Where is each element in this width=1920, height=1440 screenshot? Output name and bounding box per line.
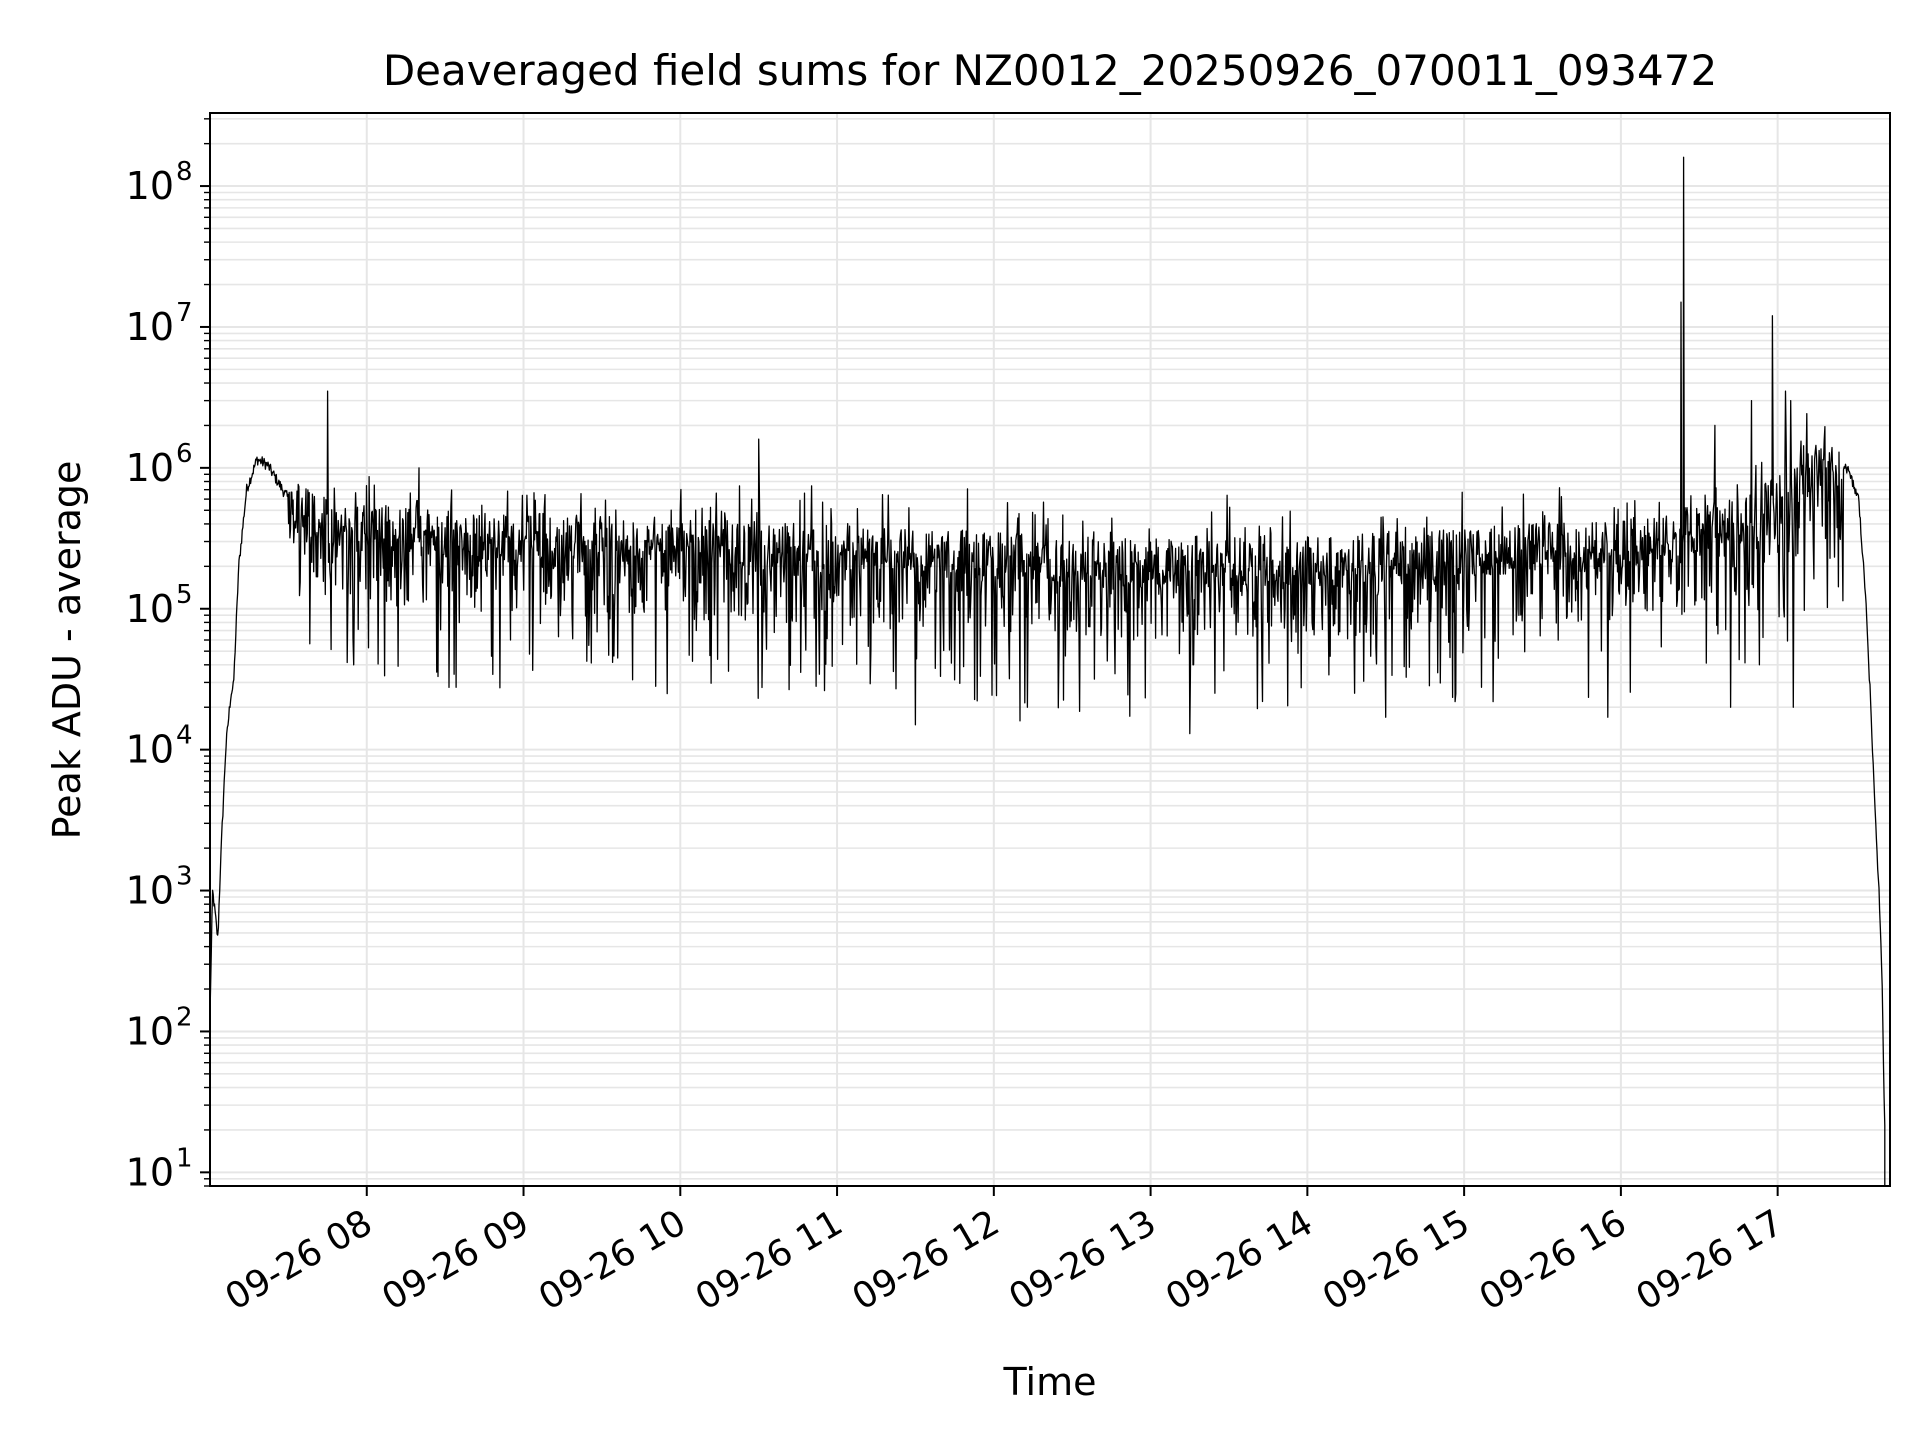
y-tick-label: 10: [126, 305, 174, 349]
y-tick-exponent: 5: [176, 580, 193, 610]
y-tick-exponent: 8: [176, 157, 193, 187]
y-tick-exponent: 6: [176, 439, 193, 469]
y-tick-label: 10: [126, 728, 174, 772]
series-line: [209, 156, 1886, 1186]
plot-frame: [209, 112, 1891, 1187]
x-axis-label: Time: [1003, 1360, 1097, 1404]
y-tick-exponent: 1: [176, 1143, 193, 1173]
data-series: [209, 156, 1886, 1186]
chart-title: Deaveraged field sums for NZ0012_2025092…: [383, 46, 1717, 95]
y-tick-exponent: 4: [176, 721, 193, 751]
y-tick-label: 10: [126, 869, 174, 913]
y-tick-label: 10: [126, 446, 174, 490]
y-tick-label: 10: [126, 164, 174, 208]
y-tick-label: 10: [126, 1150, 174, 1194]
y-tick-exponent: 3: [176, 862, 193, 892]
y-tick-label: 10: [126, 1009, 174, 1053]
grid: [210, 113, 1890, 1187]
y-axis-label: Peak ADU - average: [45, 461, 89, 840]
y-tick-exponent: 7: [176, 298, 193, 328]
y-tick-exponent: 2: [176, 1002, 193, 1032]
y-tick-label: 10: [126, 587, 174, 631]
